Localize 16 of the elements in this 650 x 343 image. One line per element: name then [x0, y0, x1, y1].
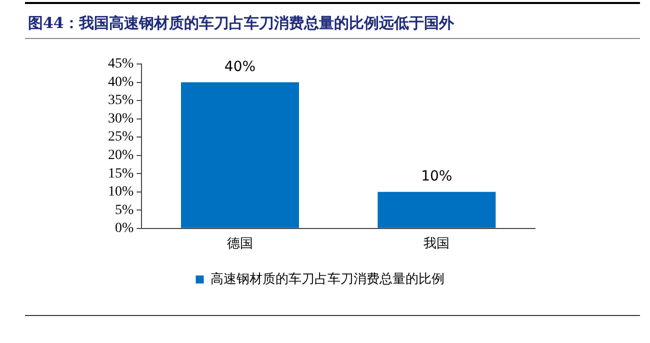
y-tick-label: 0% [114, 221, 134, 236]
chart-title: 图44：我国高速钢材质的车刀占车刀消费总量的比例远低于国外 [28, 14, 454, 33]
y-tick-label: 30% [108, 111, 134, 126]
x-tick-label: 德国 [226, 236, 253, 252]
y-tick-label: 40% [108, 74, 134, 90]
legend-label: 高速钢材质的车刀占车刀消费总量的比例 [210, 270, 444, 287]
data-label: 10% [421, 168, 452, 185]
y-tick-label: 45% [108, 56, 134, 72]
data-label: 40% [224, 58, 256, 75]
y-tick-label: 35% [108, 93, 134, 108]
y-tick-label: 20% [108, 148, 134, 164]
y-tick-label: 15% [108, 166, 134, 182]
y-tick-label: 5% [114, 202, 134, 218]
x-tick-label: 我国 [424, 236, 450, 252]
y-tick-label: 10% [108, 184, 134, 200]
y-tick-label: 25% [108, 130, 134, 145]
